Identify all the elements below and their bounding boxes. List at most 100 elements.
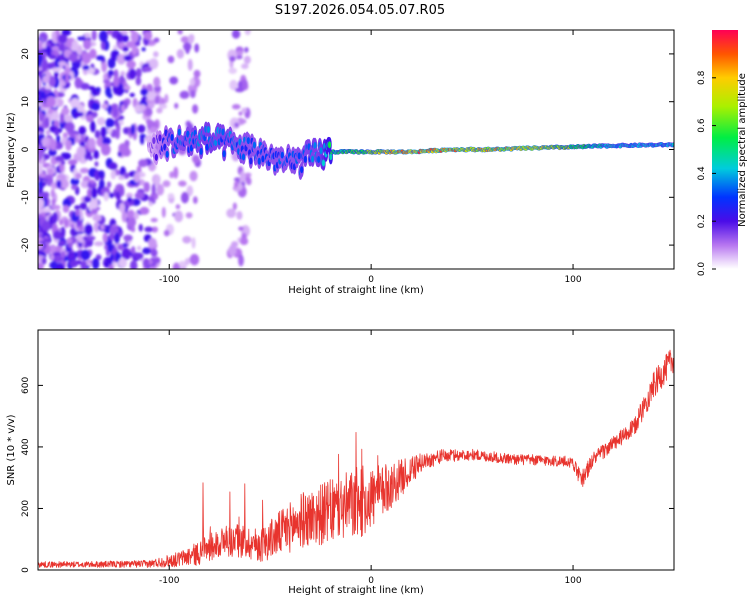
noise-blob (174, 102, 179, 109)
x-tick-label: 0 (368, 576, 374, 586)
noise-blob (241, 107, 247, 113)
noise-blob (238, 118, 247, 124)
noise-blob (43, 207, 52, 213)
noise-blob (42, 238, 51, 243)
ridge-core (321, 159, 326, 167)
noise-blob (38, 242, 44, 250)
ridge-core (189, 144, 194, 152)
noise-blob (240, 78, 249, 91)
noise-blob (87, 137, 96, 150)
noise-blob (83, 39, 92, 50)
x-tick-label: 100 (564, 275, 581, 285)
noise-blob (51, 46, 61, 51)
noise-blob (65, 73, 70, 84)
noise-blob (96, 117, 106, 126)
ridge-core (177, 128, 181, 136)
noise-blob (244, 172, 252, 177)
noise-blob (119, 75, 125, 85)
noise-blob (148, 201, 153, 207)
noise-blob (91, 187, 98, 199)
noise-blob (87, 180, 97, 189)
noise-blob (92, 111, 98, 118)
colorbar-tick-label: 0.8 (697, 70, 707, 85)
snr-ticks: -100 0 100 0 200 400 600 (21, 330, 674, 586)
noise-blob (237, 80, 243, 89)
noise-blob (107, 92, 113, 99)
noise-blob (59, 219, 64, 226)
noise-blob (38, 149, 44, 160)
noise-blob (82, 65, 90, 71)
noise-blob (234, 87, 245, 93)
noise-blob (50, 138, 57, 151)
noise-blob (189, 78, 195, 87)
noise-blob (134, 191, 145, 200)
colorbar-gradient (712, 30, 738, 269)
noise-blob (91, 102, 101, 111)
noise-blob (133, 212, 140, 220)
noise-blob (74, 205, 81, 211)
ridge-core (313, 141, 317, 149)
noise-blob (94, 161, 99, 167)
noise-blob (135, 76, 142, 86)
noise-blob (239, 237, 249, 246)
noise-blob (150, 248, 158, 258)
noise-blob (148, 58, 159, 70)
noise-blob (234, 187, 241, 192)
x-tick-label: -100 (159, 576, 180, 586)
ridge-core (222, 150, 226, 158)
y-tick-label: 200 (21, 500, 31, 517)
noise-blob (229, 55, 236, 62)
noise-blob (125, 192, 134, 199)
noise-blob (120, 70, 126, 77)
noise-blob (76, 146, 86, 158)
noise-blob (103, 192, 109, 202)
noise-blob (112, 106, 119, 118)
noise-blob (128, 68, 137, 80)
noise-blob (178, 260, 186, 268)
noise-blob (107, 105, 112, 115)
noise-blob (192, 196, 198, 204)
noise-blob (47, 168, 55, 175)
y-tick-label: -20 (21, 237, 31, 252)
noise-blob (54, 155, 65, 162)
noise-blob (108, 192, 115, 198)
noise-blob (148, 196, 155, 201)
noise-blob (51, 198, 56, 206)
noise-blob (67, 251, 76, 260)
noise-blob (240, 63, 249, 70)
noise-blob (103, 79, 111, 84)
noise-blob (107, 70, 115, 76)
noise-blob (246, 177, 252, 186)
noise-blob (38, 173, 46, 178)
noise-blob (153, 95, 160, 105)
noise-blob (75, 208, 80, 217)
colorbar-tick-label: 0.0 (697, 262, 707, 277)
noise-blob (56, 179, 62, 189)
noise-blob (79, 202, 88, 211)
noise-blob (231, 104, 241, 110)
noise-blob (48, 75, 56, 88)
noise-blob (119, 119, 124, 126)
snr-series-line (38, 349, 674, 568)
noise-blob (153, 76, 161, 88)
noise-blob (60, 179, 70, 189)
noise-blob (38, 105, 42, 112)
ridge-core (249, 157, 253, 165)
noise-blob (106, 127, 113, 134)
signal-ridge (146, 121, 674, 180)
noise-blob (57, 240, 66, 246)
noise-blob (52, 230, 63, 240)
y-tick-label: 600 (21, 377, 31, 394)
noise-blob (110, 169, 117, 180)
noise-blob (119, 202, 126, 213)
noise-blob (54, 57, 61, 68)
noise-blob (86, 188, 93, 198)
noise-blob (119, 185, 125, 197)
colorbar-ticks: 0.0 0.2 0.4 0.6 0.8 (697, 70, 716, 276)
ridge-core (152, 137, 156, 145)
colorbar: 0.0 0.2 0.4 0.6 0.8 Normalized spectral ampl… (697, 30, 748, 276)
noise-blob (48, 148, 57, 157)
x-tick-label: 100 (564, 576, 581, 586)
noise-blob (178, 180, 187, 187)
noise-blob (189, 170, 198, 182)
